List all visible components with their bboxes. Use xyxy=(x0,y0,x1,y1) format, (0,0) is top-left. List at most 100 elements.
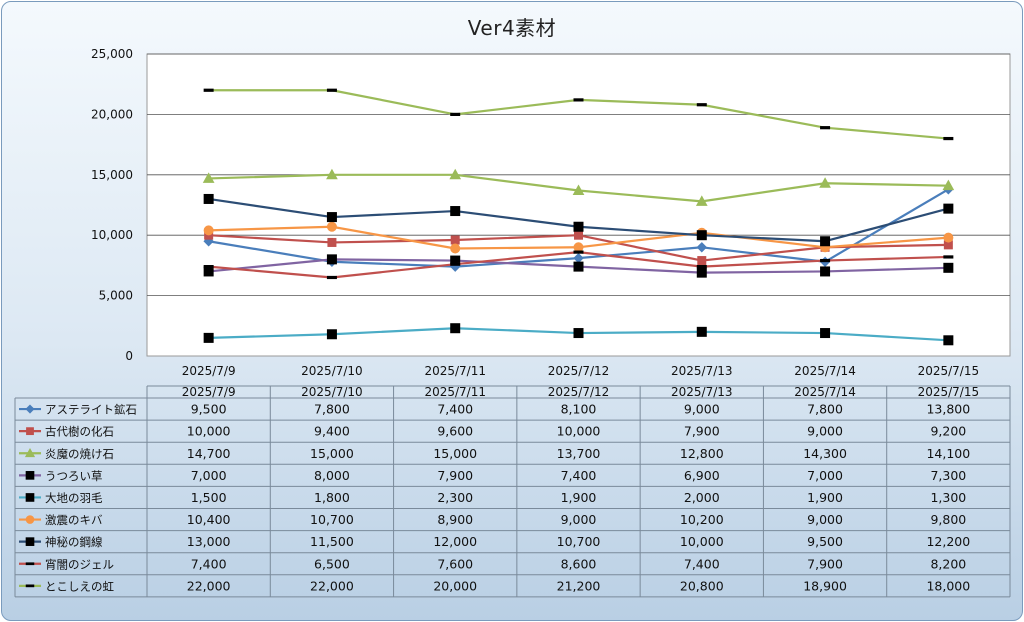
data-point xyxy=(696,242,707,253)
x-tick-label: 2025/7/10 xyxy=(301,364,363,378)
table-cell: 6,500 xyxy=(314,556,350,571)
x-tick-label: 2025/7/13 xyxy=(671,364,733,378)
table-cell: 12,800 xyxy=(680,446,724,461)
table-cell: 9,200 xyxy=(930,424,966,439)
table-row: 炎魔の焼け石 14,700 15,000 15,000 13,700 12,800 14,3… xyxy=(19,446,970,461)
legend-label: 古代樹の化石 xyxy=(45,425,114,439)
table-cell: 7,600 xyxy=(437,556,473,571)
table-cell: 1,500 xyxy=(191,490,227,505)
data-point xyxy=(450,323,461,334)
table-row: 大地の羽毛 1,500 1,800 2,300 1,900 2,000 1,900 1,300 xyxy=(19,490,966,505)
data-point xyxy=(326,212,337,223)
data-point xyxy=(820,126,831,130)
legend-key-marker xyxy=(25,537,35,546)
data-point xyxy=(943,136,954,141)
series-8 xyxy=(203,250,954,280)
table-cell: 2,300 xyxy=(437,490,473,505)
data-point xyxy=(696,326,707,337)
table-cell: 9,500 xyxy=(807,534,843,549)
table-row: アステライト鉱石 9,500 7,800 7,400 8,100 9,000 7,800 13… xyxy=(19,402,970,417)
x-tick-label: 2025/7/11 xyxy=(424,364,486,378)
x-tick-label: 2025/7/9 xyxy=(182,364,236,378)
y-tick-label: 10,000 xyxy=(91,228,133,242)
x-tick-label: 2025/7/14 xyxy=(794,364,856,378)
data-point xyxy=(203,193,214,204)
table-cell: 1,900 xyxy=(807,490,843,505)
data-point xyxy=(820,266,831,277)
data-point xyxy=(819,177,831,188)
table-cell: 14,100 xyxy=(926,446,970,461)
table-cell: 9,600 xyxy=(437,424,473,439)
data-point xyxy=(820,258,831,263)
table-cell: 7,400 xyxy=(561,468,597,483)
table-cell: 13,000 xyxy=(187,534,231,549)
table-cell: 7,400 xyxy=(437,402,473,417)
table-cell: 8,900 xyxy=(437,512,473,527)
data-point xyxy=(572,184,585,196)
data-point xyxy=(573,328,584,339)
data-point xyxy=(450,206,461,217)
table-cell: 10,200 xyxy=(680,512,724,527)
y-tick-label: 15,000 xyxy=(91,168,133,182)
data-point xyxy=(450,112,461,116)
x-tick-label: 2025/7/12 xyxy=(548,364,610,378)
data-point xyxy=(326,221,337,232)
table-cell: 15,000 xyxy=(310,446,354,461)
table-header-date: 2025/7/13 xyxy=(671,385,733,399)
table-cell: 10,700 xyxy=(310,512,354,527)
data-table: 2025/7/9 2025/7/10 2025/7/11 2025/7/12 2025/… xyxy=(14,385,1011,598)
legend-label: 炎魔の焼け石 xyxy=(45,447,114,461)
data-point xyxy=(573,250,584,254)
table-cell: 8,000 xyxy=(314,468,350,483)
legend-key-marker xyxy=(25,584,35,588)
data-point xyxy=(696,267,707,278)
table-cell: 20,800 xyxy=(680,578,724,593)
legend-label: 宵闇のジェル xyxy=(45,557,114,571)
table-cell: 10,000 xyxy=(557,424,601,439)
chart-title: Ver4素材 xyxy=(467,16,557,40)
table-cell: 7,900 xyxy=(807,556,843,571)
data-point xyxy=(450,235,460,245)
legend-key-marker xyxy=(25,471,35,480)
data-point xyxy=(820,328,831,339)
table-cell: 9,000 xyxy=(684,402,720,417)
legend-label: とこしえの虹 xyxy=(45,579,114,593)
table-row: うつろい草 7,000 8,000 7,900 7,400 6,900 7,000 7,300 xyxy=(19,468,966,483)
table-cell: 7,800 xyxy=(807,402,843,417)
table-cell: 20,000 xyxy=(433,578,477,593)
y-tick-label: 25,000 xyxy=(91,47,133,61)
data-point xyxy=(326,88,337,92)
legend-label: うつろい草 xyxy=(45,469,103,483)
table-cell: 14,300 xyxy=(803,446,847,461)
table-cell: 10,700 xyxy=(557,534,601,549)
table-cell: 13,800 xyxy=(926,402,970,417)
series-3 xyxy=(202,168,955,206)
data-point xyxy=(573,242,584,253)
table-cell: 7,000 xyxy=(191,468,227,483)
legend-key-marker xyxy=(25,515,35,524)
data-point xyxy=(203,265,214,269)
table-cell: 8,200 xyxy=(930,556,966,571)
table-row: 古代樹の化石 10,000 9,400 9,600 10,000 7,900 9,000 9,… xyxy=(19,424,966,439)
legend-key-marker xyxy=(25,404,35,414)
table-cell: 9,000 xyxy=(561,512,597,527)
table-cell: 22,000 xyxy=(187,578,231,593)
series-5 xyxy=(203,323,954,346)
data-point xyxy=(326,168,338,180)
data-point xyxy=(326,254,337,265)
data-point xyxy=(943,335,954,346)
table-cell: 18,000 xyxy=(926,578,970,593)
table-row: 激震のキバ 10,400 10,700 8,900 9,000 10,200 9,000 9,… xyxy=(19,512,966,527)
series-layer xyxy=(202,88,955,346)
table-header-date: 2025/7/10 xyxy=(301,385,363,399)
table-header-date: 2025/7/12 xyxy=(548,385,610,399)
legend-label: 激震のキバ xyxy=(45,513,103,527)
data-point xyxy=(696,265,707,269)
table-header-date: 2025/7/15 xyxy=(918,385,980,399)
data-point xyxy=(449,168,462,180)
data-point xyxy=(573,221,584,232)
legend-key-marker xyxy=(25,493,35,502)
table-cell: 10,000 xyxy=(680,534,724,549)
table-cell: 10,000 xyxy=(187,424,231,439)
data-point xyxy=(695,195,708,206)
